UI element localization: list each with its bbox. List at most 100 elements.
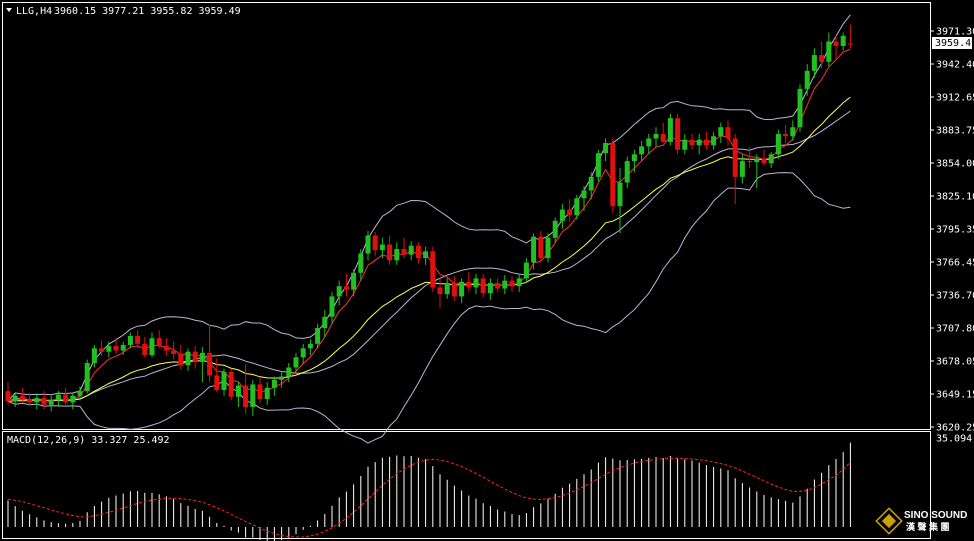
candle[interactable]: [372, 232, 378, 256]
candle[interactable]: [365, 231, 371, 261]
candle[interactable]: [358, 249, 364, 281]
candle[interactable]: [725, 120, 731, 146]
candle[interactable]: [531, 233, 537, 270]
candle[interactable]: [113, 338, 119, 354]
candle[interactable]: [797, 84, 803, 132]
candle[interactable]: [739, 154, 745, 184]
candle[interactable]: [91, 344, 97, 368]
candle[interactable]: [840, 32, 846, 51]
candle[interactable]: [847, 24, 853, 49]
candle[interactable]: [322, 309, 328, 338]
candle[interactable]: [48, 395, 54, 412]
candle[interactable]: [610, 138, 616, 213]
candle[interactable]: [156, 330, 162, 349]
candle[interactable]: [833, 35, 839, 60]
candle[interactable]: [279, 370, 285, 388]
candle[interactable]: [12, 393, 18, 407]
candle[interactable]: [127, 332, 133, 349]
candle[interactable]: [120, 341, 126, 356]
candle[interactable]: [567, 199, 573, 222]
candle[interactable]: [106, 341, 112, 358]
candle[interactable]: [581, 185, 587, 211]
candle[interactable]: [271, 376, 277, 396]
candle[interactable]: [804, 64, 810, 96]
candle[interactable]: [41, 391, 47, 410]
candle[interactable]: [775, 129, 781, 159]
candle[interactable]: [819, 41, 825, 69]
candle[interactable]: [459, 278, 465, 304]
candle[interactable]: [293, 352, 299, 374]
candle[interactable]: [99, 340, 105, 357]
candle[interactable]: [257, 377, 263, 404]
candle[interactable]: [444, 278, 450, 299]
candle[interactable]: [631, 149, 637, 173]
candle[interactable]: [495, 278, 501, 292]
candle[interactable]: [300, 343, 306, 365]
candle[interactable]: [142, 337, 148, 358]
candle[interactable]: [387, 235, 393, 265]
candle[interactable]: [754, 154, 760, 189]
candle[interactable]: [343, 273, 349, 297]
candle[interactable]: [149, 332, 155, 358]
candle[interactable]: [315, 323, 321, 349]
candle[interactable]: [135, 330, 141, 349]
candle[interactable]: [509, 276, 515, 292]
candle[interactable]: [171, 341, 177, 360]
candle[interactable]: [696, 133, 702, 155]
candle[interactable]: [70, 393, 76, 410]
candle[interactable]: [545, 233, 551, 263]
candle[interactable]: [437, 278, 443, 308]
candle[interactable]: [747, 147, 753, 168]
candle[interactable]: [27, 393, 33, 406]
candle[interactable]: [207, 324, 213, 383]
candle[interactable]: [473, 273, 479, 295]
candle[interactable]: [329, 291, 335, 324]
candle[interactable]: [84, 359, 90, 394]
candle[interactable]: [811, 48, 817, 78]
candle[interactable]: [394, 242, 400, 265]
candle[interactable]: [192, 346, 198, 369]
candle[interactable]: [243, 364, 249, 414]
candle[interactable]: [588, 172, 594, 200]
candle[interactable]: [646, 133, 652, 155]
candle[interactable]: [77, 386, 83, 401]
candle[interactable]: [199, 347, 205, 383]
candle[interactable]: [351, 269, 357, 297]
candle[interactable]: [617, 167, 623, 234]
candle[interactable]: [415, 242, 421, 264]
candle[interactable]: [790, 120, 796, 141]
candle[interactable]: [55, 391, 61, 407]
candle[interactable]: [574, 194, 580, 220]
candle[interactable]: [379, 237, 385, 259]
candle[interactable]: [63, 387, 69, 405]
candle[interactable]: [689, 133, 695, 150]
candle[interactable]: [185, 348, 191, 371]
candle[interactable]: [732, 133, 738, 204]
candle[interactable]: [34, 393, 40, 410]
candle[interactable]: [718, 122, 724, 144]
candle[interactable]: [711, 131, 717, 150]
candle[interactable]: [423, 246, 429, 265]
candle[interactable]: [653, 127, 659, 148]
candle[interactable]: [264, 382, 270, 405]
candle[interactable]: [595, 149, 601, 182]
candle[interactable]: [675, 113, 681, 155]
candle[interactable]: [480, 273, 486, 298]
candle[interactable]: [682, 133, 688, 155]
candle[interactable]: [523, 258, 529, 283]
candle[interactable]: [178, 344, 184, 370]
candle[interactable]: [552, 217, 558, 243]
candle[interactable]: [401, 237, 407, 259]
candle[interactable]: [516, 273, 522, 292]
candle[interactable]: [336, 280, 342, 306]
candle[interactable]: [250, 379, 256, 417]
candle[interactable]: [430, 246, 436, 292]
candle[interactable]: [307, 339, 313, 356]
candle[interactable]: [603, 138, 609, 162]
candle[interactable]: [451, 276, 457, 301]
candle[interactable]: [624, 156, 630, 189]
candle[interactable]: [703, 131, 709, 150]
candle[interactable]: [667, 113, 673, 146]
candle[interactable]: [228, 368, 234, 401]
